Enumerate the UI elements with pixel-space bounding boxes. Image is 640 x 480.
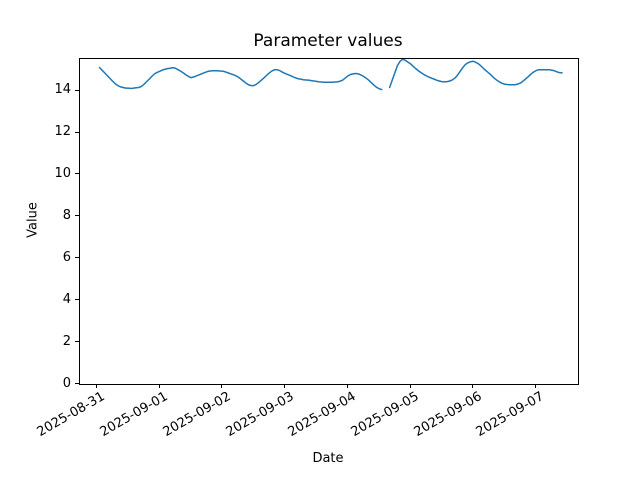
x-tick-label: 2025-08-31 bbox=[35, 389, 108, 440]
y-tick-mark bbox=[75, 299, 79, 301]
x-tick-label: 2025-09-07 bbox=[473, 389, 547, 440]
y-tick-mark bbox=[75, 257, 79, 259]
x-tick-mark bbox=[346, 384, 348, 388]
y-tick-label: 4 bbox=[62, 291, 71, 307]
y-tick-mark bbox=[75, 131, 79, 133]
x-tick-label: 2025-09-01 bbox=[97, 389, 171, 440]
y-tick-mark bbox=[75, 215, 79, 217]
x-tick-mark bbox=[95, 384, 97, 388]
x-tick-label: 2025-09-03 bbox=[223, 389, 297, 440]
x-tick-mark bbox=[409, 384, 411, 388]
x-tick-mark bbox=[158, 384, 160, 388]
y-tick-label: 10 bbox=[54, 165, 71, 181]
x-axis-label: Date bbox=[312, 451, 344, 466]
parameter-trend-line bbox=[98, 59, 563, 91]
line-chart-svg bbox=[98, 59, 563, 91]
y-tick-label: 6 bbox=[62, 249, 71, 265]
y-tick-mark bbox=[75, 89, 79, 91]
y-tick-mark bbox=[75, 173, 79, 175]
y-tick-label: 8 bbox=[62, 207, 71, 223]
x-tick-mark bbox=[472, 384, 474, 388]
chart-title: Parameter values bbox=[253, 31, 403, 51]
x-tick-label: 2025-09-04 bbox=[285, 389, 359, 440]
plot-area bbox=[79, 58, 579, 385]
x-tick-label: 2025-09-05 bbox=[348, 389, 422, 440]
x-tick-label: 2025-09-06 bbox=[411, 389, 485, 440]
y-tick-label: 2 bbox=[62, 333, 71, 349]
x-tick-mark bbox=[221, 384, 223, 388]
x-tick-mark bbox=[534, 384, 536, 388]
y-tick-mark bbox=[75, 383, 79, 384]
y-tick-label: 0 bbox=[62, 375, 71, 391]
x-tick-mark bbox=[284, 384, 286, 388]
y-tick-label: 12 bbox=[54, 124, 71, 140]
y-tick-label: 14 bbox=[54, 82, 71, 98]
x-tick-label: 2025-09-02 bbox=[160, 389, 234, 440]
y-tick-mark bbox=[75, 341, 79, 343]
